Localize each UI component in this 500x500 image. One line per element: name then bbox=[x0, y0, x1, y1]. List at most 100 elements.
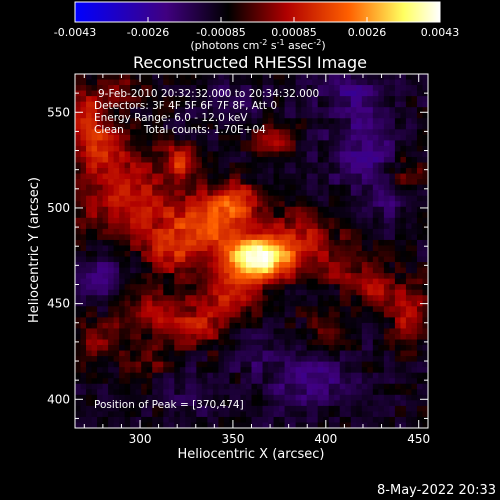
heatmap-cell bbox=[317, 322, 324, 329]
heatmap-cell bbox=[394, 383, 401, 390]
heatmap-cell bbox=[394, 74, 401, 80]
heatmap-cell bbox=[416, 145, 423, 152]
heatmap-cell bbox=[185, 256, 192, 263]
heatmap-cell bbox=[284, 151, 291, 158]
heatmap-cell bbox=[168, 239, 175, 246]
heatmap-cell bbox=[223, 367, 230, 374]
heatmap-cell bbox=[229, 118, 236, 125]
heatmap-cell bbox=[119, 295, 126, 302]
heatmap-cell bbox=[306, 339, 313, 346]
heatmap-cell bbox=[75, 367, 81, 374]
heatmap-cell bbox=[257, 212, 263, 219]
heatmap-cell bbox=[350, 190, 357, 197]
heatmap-cell bbox=[345, 134, 352, 141]
heatmap-cell bbox=[411, 212, 418, 219]
heatmap-cell bbox=[185, 195, 192, 202]
heatmap-cell bbox=[135, 195, 142, 202]
heatmap-cell bbox=[345, 256, 352, 263]
heatmap-cell bbox=[207, 168, 214, 174]
heatmap-cell bbox=[323, 267, 330, 274]
heatmap-cell bbox=[185, 245, 192, 252]
heatmap-cell bbox=[97, 317, 103, 324]
heatmap-cell bbox=[405, 107, 412, 114]
heatmap-cell bbox=[240, 179, 247, 186]
heatmap-cell bbox=[108, 400, 115, 407]
heatmap-cell bbox=[108, 295, 115, 302]
heatmap-cell bbox=[295, 345, 302, 351]
heatmap-cell bbox=[361, 140, 368, 147]
heatmap-cell bbox=[262, 289, 269, 296]
heatmap-cell bbox=[223, 284, 230, 291]
heatmap-cell bbox=[295, 123, 302, 130]
heatmap-cell bbox=[350, 223, 357, 230]
heatmap-cell bbox=[168, 361, 175, 368]
heatmap-cell bbox=[378, 168, 385, 174]
heatmap-cell bbox=[257, 405, 263, 412]
heatmap-cell bbox=[411, 129, 418, 136]
heatmap-cell bbox=[218, 394, 225, 401]
heatmap-cell bbox=[422, 284, 429, 291]
heatmap-cell bbox=[135, 101, 142, 108]
heatmap-cell bbox=[350, 129, 357, 136]
heatmap-cell bbox=[157, 378, 164, 385]
heatmap-cell bbox=[306, 251, 313, 257]
heatmap-cell bbox=[223, 212, 230, 219]
heatmap-cell bbox=[124, 190, 131, 197]
heatmap-cell bbox=[394, 256, 401, 263]
heatmap-cell bbox=[317, 168, 324, 174]
heatmap-cell bbox=[361, 416, 368, 423]
heatmap-cell bbox=[174, 306, 181, 313]
heatmap-cell bbox=[323, 85, 330, 91]
heatmap-cell bbox=[168, 168, 175, 174]
heatmap-cell bbox=[102, 273, 109, 280]
heatmap-cell bbox=[152, 295, 159, 302]
heatmap-cell bbox=[124, 129, 131, 136]
heatmap-cell bbox=[411, 350, 418, 357]
heatmap-cell bbox=[223, 361, 230, 368]
heatmap-cell bbox=[196, 339, 203, 346]
heatmap-cell bbox=[367, 245, 374, 252]
heatmap-cell bbox=[273, 361, 280, 368]
heatmap-cell bbox=[273, 339, 280, 346]
heatmap-cell bbox=[163, 85, 170, 91]
heatmap-cell bbox=[328, 328, 335, 335]
heatmap-cell bbox=[185, 306, 192, 313]
heatmap-cell bbox=[411, 405, 418, 412]
heatmap-cell bbox=[86, 223, 92, 230]
heatmap-cell bbox=[268, 350, 274, 357]
heatmap-cell bbox=[317, 134, 324, 141]
heatmap-cell bbox=[367, 239, 374, 246]
heatmap-cell bbox=[361, 217, 368, 224]
heatmap-cell bbox=[361, 239, 368, 246]
heatmap-cell bbox=[146, 168, 153, 174]
heatmap-cell bbox=[400, 405, 407, 412]
heatmap-cell bbox=[163, 234, 170, 241]
heatmap-cell bbox=[334, 145, 341, 152]
heatmap-cell bbox=[190, 333, 197, 340]
heatmap-cell bbox=[394, 206, 401, 213]
heatmap-cell bbox=[416, 90, 423, 97]
heatmap-cell bbox=[383, 212, 390, 219]
heatmap-cell bbox=[378, 123, 385, 130]
heatmap-cell bbox=[339, 184, 346, 191]
heatmap-cell bbox=[301, 79, 308, 86]
heatmap-cell bbox=[245, 162, 252, 169]
heatmap-cell bbox=[383, 273, 390, 280]
heatmap-cell bbox=[201, 411, 208, 418]
heatmap-cell bbox=[361, 212, 368, 219]
heatmap-cell bbox=[400, 156, 407, 163]
heatmap-cell bbox=[185, 112, 192, 119]
heatmap-cell bbox=[245, 400, 252, 407]
heatmap-cell bbox=[405, 273, 412, 280]
heatmap-cell bbox=[251, 306, 258, 313]
heatmap-cell bbox=[251, 350, 258, 357]
heatmap-cell bbox=[75, 79, 81, 86]
heatmap-cell bbox=[75, 345, 81, 351]
heatmap-cell bbox=[273, 179, 280, 186]
heatmap-cell bbox=[323, 90, 330, 97]
heatmap-cell bbox=[124, 389, 131, 396]
heatmap-cell bbox=[207, 416, 214, 423]
heatmap-cell bbox=[240, 217, 247, 224]
heatmap-cell bbox=[75, 422, 81, 429]
heatmap-cell bbox=[400, 217, 407, 224]
